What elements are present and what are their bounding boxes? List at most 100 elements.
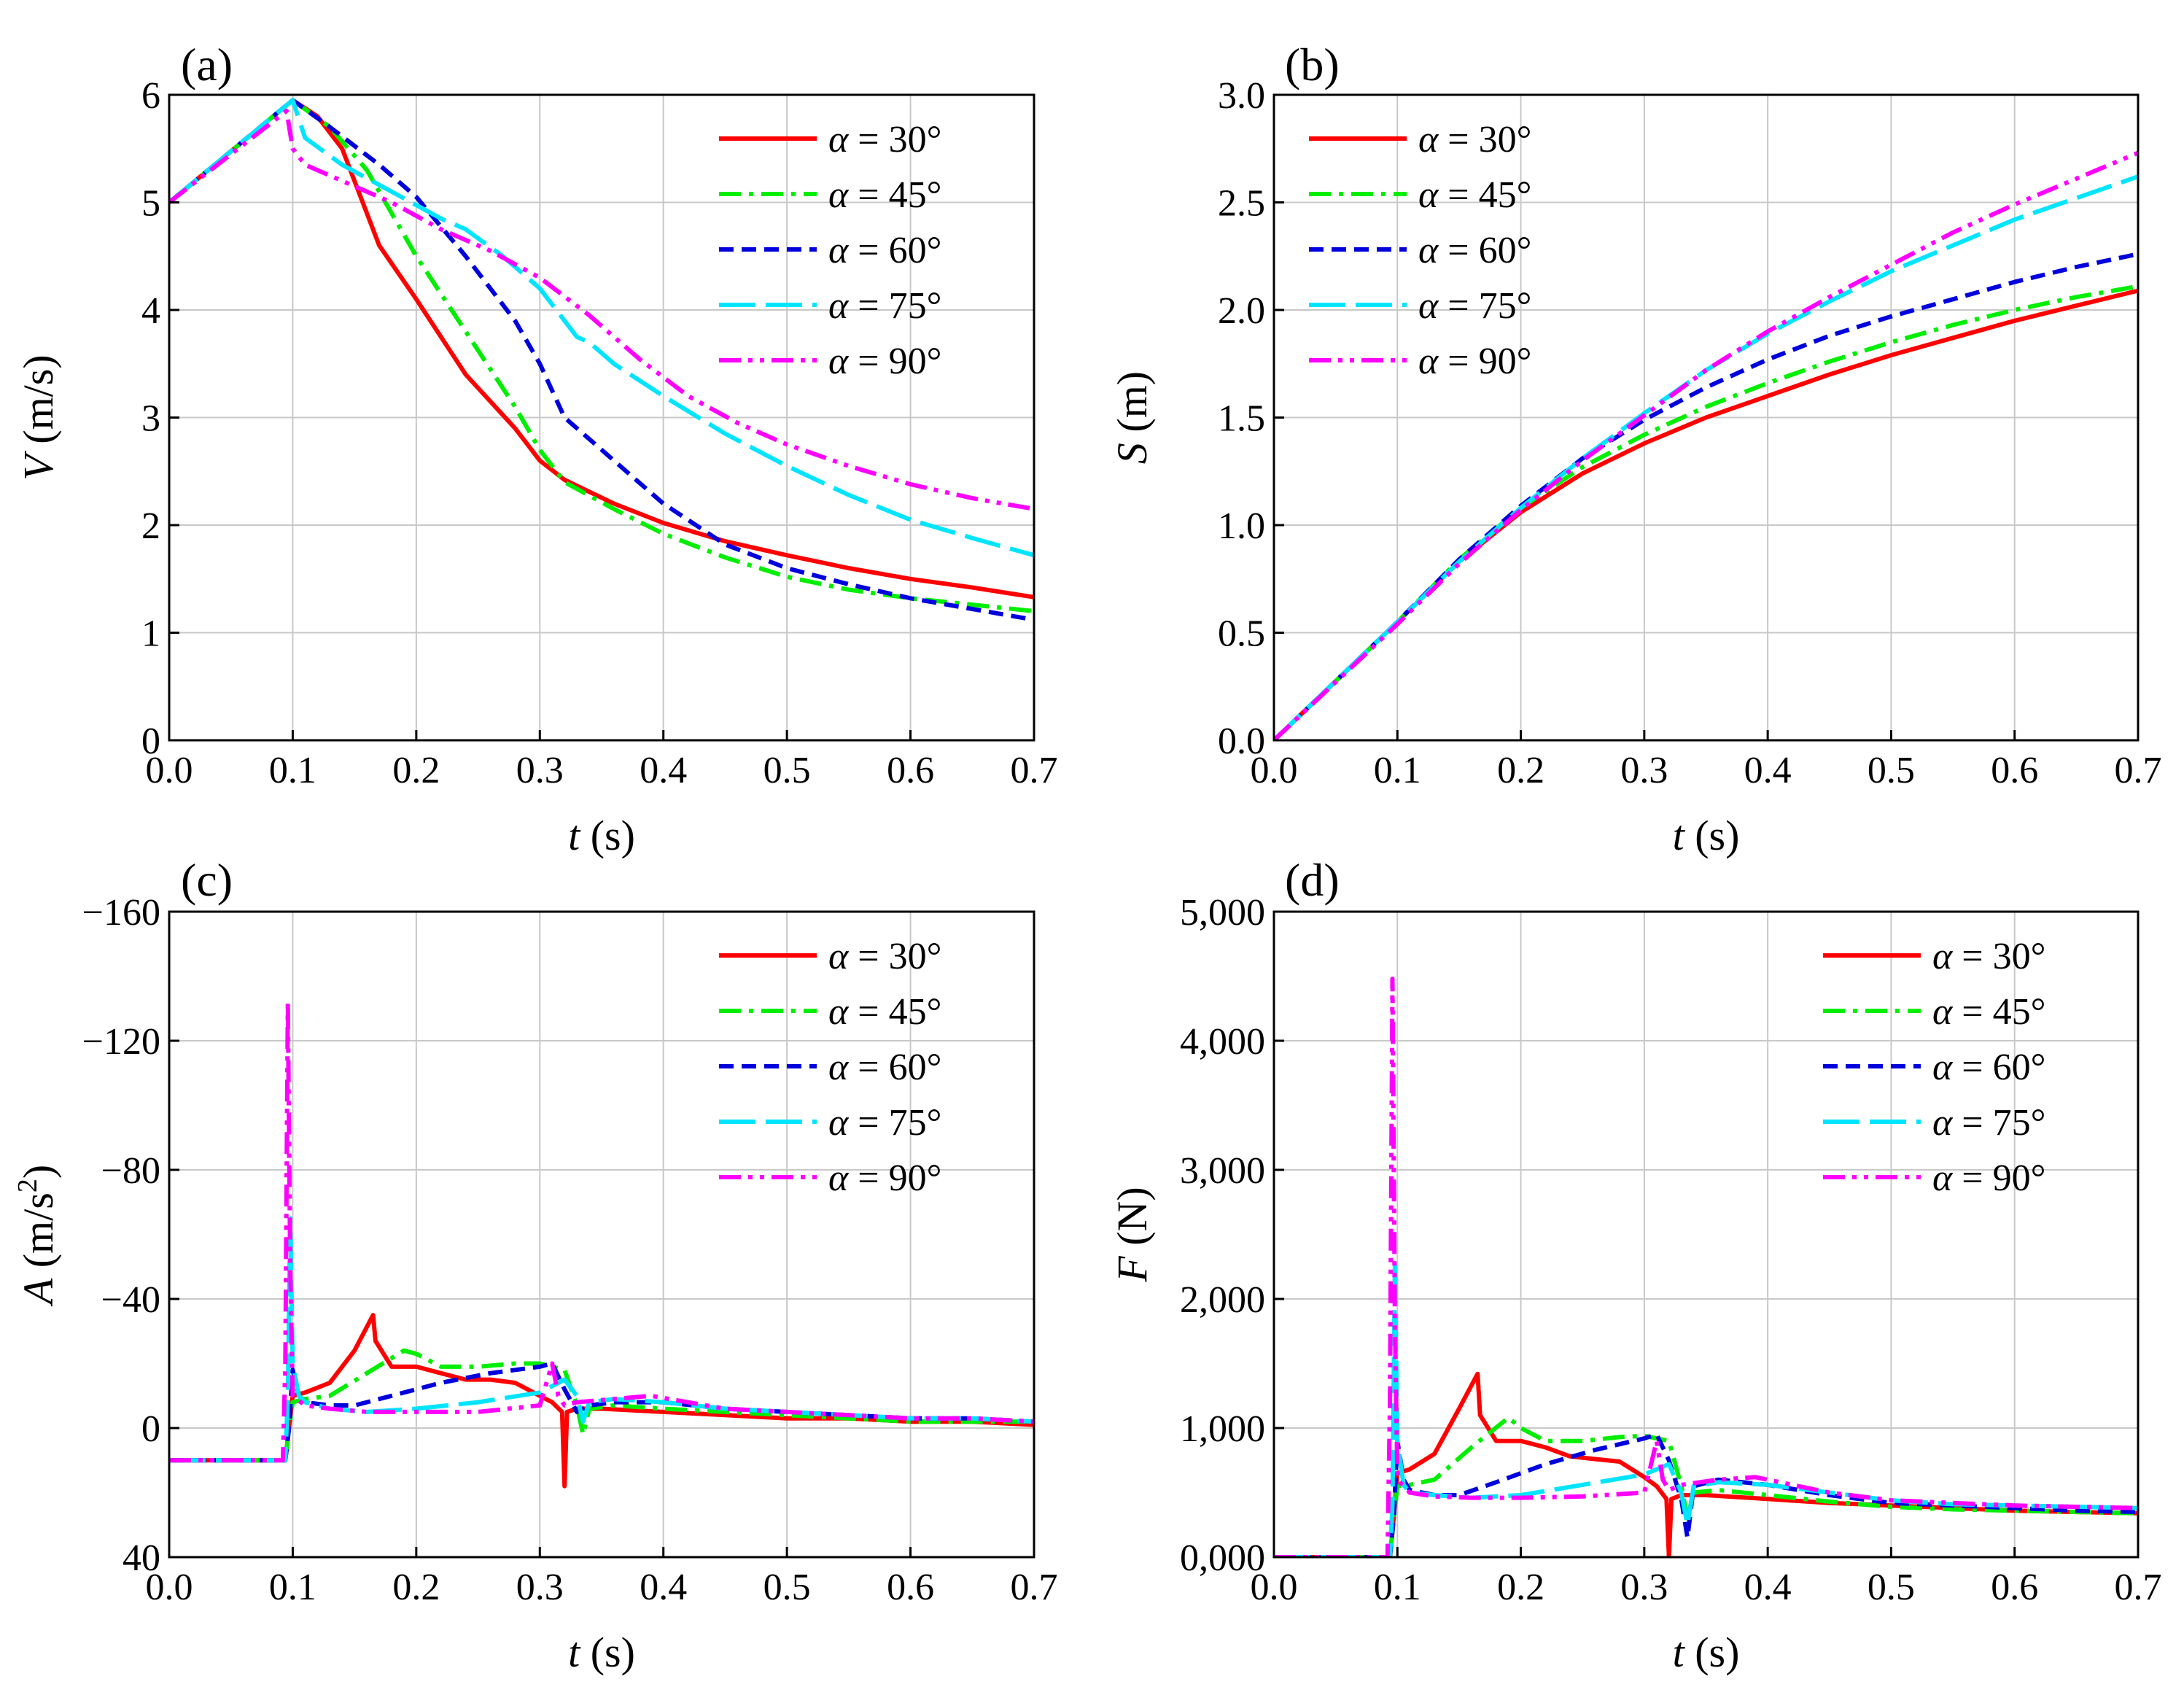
legend-label-2: α = 45° <box>828 991 941 1033</box>
x-tick-label: 0.7 <box>1011 750 1058 791</box>
y-axis-label: A (m/s2) <box>12 1165 62 1307</box>
x-axis-label: t (s) <box>1673 1629 1740 1676</box>
y-tick-label: 3 <box>141 398 160 440</box>
y-tick-label: 6 <box>141 75 160 117</box>
series-line-1 <box>1274 1371 2138 1557</box>
panel-label: (b) <box>1285 39 1340 90</box>
legend-label-2: α = 45° <box>1932 991 2045 1033</box>
series-line-1 <box>1274 288 2138 740</box>
legend-label-3: α = 60° <box>828 1047 941 1088</box>
series-line-3 <box>1274 252 2138 740</box>
series-line-2 <box>169 1348 1034 1463</box>
x-tick-label: 0.2 <box>1497 1567 1544 1608</box>
y-tick-label: 5 <box>141 183 160 225</box>
x-tick-label: 0.4 <box>1744 750 1792 791</box>
legend-label-4: α = 75° <box>1418 285 1531 327</box>
y-tick-label: 40 <box>123 1537 160 1579</box>
legend-label-1: α = 30° <box>1418 119 1531 160</box>
x-tick-label: 0.3 <box>1620 1567 1668 1608</box>
y-tick-label: 4 <box>141 290 160 332</box>
y-tick-label: −80 <box>101 1150 160 1192</box>
series-line-2 <box>169 98 1034 613</box>
y-tick-label: −160 <box>82 892 160 934</box>
series-group <box>1274 977 2138 1557</box>
x-tick-label: 0.4 <box>1744 1567 1792 1608</box>
y-tick-label: 4,000 <box>1180 1021 1265 1063</box>
series-line-4 <box>169 98 1034 558</box>
y-tick-label: 1.5 <box>1218 398 1265 440</box>
legend: α = 30° α = 45° α = 60° α = 75° α = 90° <box>719 119 941 382</box>
chart-panel-2: 0.0 0.1 0.2 0.3 0.4 0.5 0.6 0.7 0.0 0.5 1.0 1.5 2.0 2… <box>1108 39 2162 859</box>
y-tick-label: −120 <box>82 1021 160 1063</box>
y-tick-label: 3,000 <box>1180 1150 1265 1192</box>
panel-label: (c) <box>181 854 233 906</box>
legend-label-1: α = 30° <box>1932 936 2045 977</box>
y-tick-label: −40 <box>101 1279 160 1321</box>
x-tick-label: 0.6 <box>1991 750 2038 791</box>
x-tick-label: 0.2 <box>392 750 440 791</box>
x-tick-label: 0.0 <box>146 1567 193 1608</box>
series-line-4 <box>169 1216 1034 1463</box>
series-line-5 <box>169 999 1034 1463</box>
x-tick-label: 0.4 <box>640 750 687 791</box>
y-tick-label: 2.5 <box>1218 183 1265 225</box>
series-line-4 <box>1274 174 2138 740</box>
legend-label-2: α = 45° <box>828 174 941 216</box>
x-tick-label: 0.3 <box>516 750 564 791</box>
legend: α = 30° α = 45° α = 60° α = 75° α = 90° <box>1309 119 1531 382</box>
legend-label-5: α = 90° <box>1418 341 1531 382</box>
x-tick-label: 0.2 <box>392 1567 440 1608</box>
y-tick-label: 5,000 <box>1180 892 1265 934</box>
legend-label-4: α = 75° <box>1932 1102 2045 1144</box>
chart-panel-4: 0.0 0.1 0.2 0.3 0.4 0.5 0.6 0.7 0,000 1,000 2,000 3… <box>1108 854 2162 1676</box>
x-tick-label: 0.4 <box>640 1567 687 1608</box>
legend: α = 30° α = 45° α = 60° α = 75° α = 90° <box>1823 936 2045 1199</box>
legend-label-1: α = 30° <box>828 119 941 160</box>
y-tick-label: 0 <box>141 721 160 762</box>
y-tick-label: 0 <box>141 1408 160 1450</box>
x-tick-label: 0.5 <box>763 750 811 791</box>
series-line-5 <box>1274 150 2138 740</box>
x-tick-label: 0.5 <box>1868 1567 1915 1608</box>
y-tick-label: 0.0 <box>1218 721 1265 762</box>
plot-frame <box>168 910 1035 1559</box>
legend: α = 30° α = 45° α = 60° α = 75° α = 90° <box>719 936 941 1199</box>
chart-panel-3: 0.0 0.1 0.2 0.3 0.4 0.5 0.6 0.7 −160 −120 −80 −40 0 4… <box>12 854 1058 1676</box>
x-tick-label: 0.0 <box>1251 750 1298 791</box>
y-axis-label: S (m) <box>1108 371 1156 464</box>
series-line-1 <box>169 1313 1034 1489</box>
y-tick-label: 3.0 <box>1218 75 1265 117</box>
x-tick-label: 0.7 <box>1011 1567 1058 1608</box>
x-tick-label: 0.6 <box>887 1567 934 1608</box>
legend-label-5: α = 90° <box>828 341 941 382</box>
legend-label-2: α = 45° <box>1418 174 1531 216</box>
series-line-1 <box>169 98 1034 600</box>
x-tick-label: 0.1 <box>1374 1567 1421 1608</box>
series-line-3 <box>169 98 1034 622</box>
legend-label-1: α = 30° <box>828 936 941 977</box>
series-line-2 <box>1274 284 2138 740</box>
y-tick-label: 1.0 <box>1218 505 1265 547</box>
legend-label-4: α = 75° <box>828 285 941 327</box>
x-tick-label: 0.6 <box>887 750 934 791</box>
x-tick-label: 0.1 <box>269 750 316 791</box>
x-tick-label: 0.3 <box>516 1567 564 1608</box>
x-tick-label: 0.1 <box>269 1567 316 1608</box>
y-tick-label: 0,000 <box>1180 1537 1265 1579</box>
y-tick-label: 2.0 <box>1218 290 1265 332</box>
y-tick-label: 1,000 <box>1180 1408 1265 1450</box>
series-line-5 <box>1274 977 2138 1557</box>
x-tick-label: 0.0 <box>1251 1567 1298 1608</box>
legend-label-4: α = 75° <box>828 1102 941 1144</box>
x-axis-label: t (s) <box>1673 812 1740 859</box>
x-axis-label: t (s) <box>568 812 635 859</box>
panel-label: (a) <box>181 39 233 90</box>
x-axis-label: t (s) <box>568 1629 635 1676</box>
y-axis-label: F (N) <box>1108 1187 1156 1282</box>
x-tick-label: 0.5 <box>763 1567 811 1608</box>
chart-panel-1: 0.0 0.1 0.2 0.3 0.4 0.5 0.6 0.7 0 1 2 3 4 5 6 (a) t (s) V… <box>15 39 1058 859</box>
series-group <box>169 98 1034 622</box>
x-tick-label: 0.5 <box>1868 750 1915 791</box>
y-axis-label: V (m/s) <box>15 354 62 480</box>
x-tick-label: 0.6 <box>1991 1567 2038 1608</box>
